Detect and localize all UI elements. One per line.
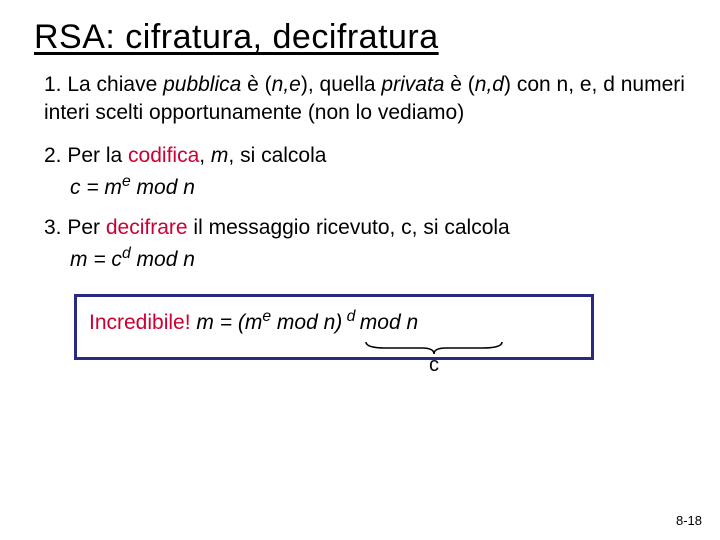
- f1-exp: e: [122, 173, 131, 190]
- box-text: m = (m: [191, 311, 263, 334]
- p1-pubblica: pubblica: [163, 73, 241, 96]
- paragraph-1: 1. La chiave pubblica è (n,e), quella pr…: [44, 71, 686, 128]
- formula-encrypt: c = me mod n: [70, 176, 686, 200]
- p1-text: è (: [241, 73, 271, 96]
- page-number: 8-18: [676, 513, 702, 528]
- p1-ne: n,e: [272, 73, 301, 96]
- box-text: mod n): [271, 311, 342, 334]
- slide-title: RSA: cifratura, decifratura: [34, 18, 686, 57]
- f1-tail: mod n: [131, 176, 195, 199]
- highlight-box-wrap: Incredibile! m = (me mod n) d mod n c: [74, 294, 594, 360]
- p3-decifrare: decifrare: [106, 216, 194, 239]
- box-text: mod n: [360, 311, 418, 334]
- highlight-box: Incredibile! m = (me mod n) d mod n: [74, 294, 594, 360]
- p1-text: 1. La chiave: [44, 73, 163, 96]
- f1-base: c = m: [70, 176, 122, 199]
- formula-decrypt: m = cd mod n: [70, 248, 686, 272]
- p1-privata: privata: [381, 73, 444, 96]
- brace-label: c: [364, 354, 504, 377]
- f2-tail: mod n: [131, 248, 195, 271]
- p3-text: il messaggio ricevuto, c, si calcola: [193, 216, 509, 239]
- f2-base: m = c: [70, 248, 122, 271]
- p1-text: ), quella: [301, 73, 382, 96]
- paragraph-3: 3. Per decifrare il messaggio ricevuto, …: [44, 214, 686, 242]
- p2-text: ,: [199, 144, 211, 167]
- p3-text: 3. Per: [44, 216, 106, 239]
- slide: RSA: cifratura, decifratura 1. La chiave…: [0, 0, 720, 360]
- underbrace: c: [364, 340, 504, 377]
- paragraph-2: 2. Per la codifica, m, si calcola: [44, 142, 686, 170]
- p2-m: m: [211, 144, 229, 167]
- p2-text: , si calcola: [228, 144, 326, 167]
- p2-text: 2. Per la: [44, 144, 128, 167]
- p2-codifica: codifica: [128, 144, 199, 167]
- box-exp-e: e: [262, 308, 271, 325]
- box-exp-d: d: [342, 308, 360, 325]
- p1-nd: n,d: [475, 73, 504, 96]
- box-incredibile: Incredibile!: [89, 311, 191, 334]
- f2-exp: d: [122, 245, 131, 262]
- p1-text: è (: [444, 73, 474, 96]
